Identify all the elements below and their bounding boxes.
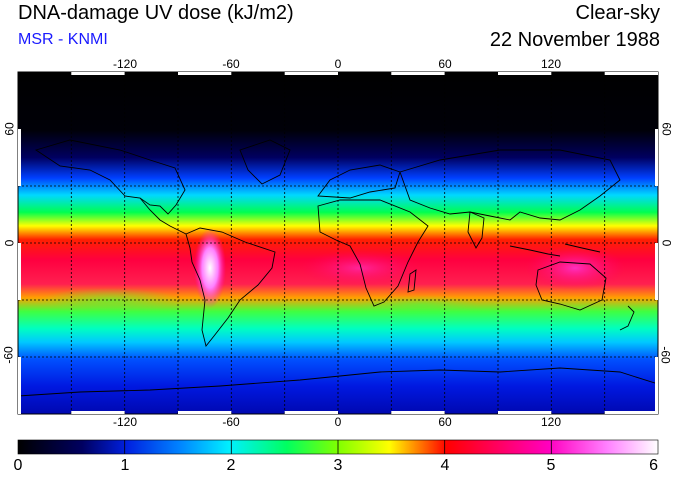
lon-label-top: -120 [112,57,138,71]
lon-label-top: -60 [222,57,240,71]
andes-peak-region [194,228,226,308]
coastlines [18,139,658,397]
lon-label-bottom: 120 [540,415,562,429]
lat-label-right: -60 [658,346,673,364]
map-title: DNA-damage UV dose (kJ/m2) [18,2,294,24]
graticule [18,72,658,414]
map-frame [17,71,659,415]
lat-label-left: 60 [2,122,17,136]
sky-condition: Clear-sky [575,2,660,24]
colorbar-label: 3 [333,457,343,474]
source-label: MSR - KNMI [18,31,108,48]
lat-label-right: 60 [659,122,674,136]
colorbar-label: 4 [440,457,450,474]
lat-label-left: -60 [1,346,16,364]
colorbar-label: 5 [546,457,556,474]
lon-label-top: 0 [334,57,342,71]
lon-label-bottom: 0 [334,415,342,429]
lon-label-top: 60 [438,57,452,71]
lon-label-top: 120 [540,57,562,71]
colorbar-label: 6 [649,457,658,474]
colorbar-ticks [124,440,552,454]
colorbar-label: 1 [120,457,130,474]
colorbar-label: 2 [226,457,236,474]
lon-label-bottom: 60 [438,415,452,429]
australia-high-region [525,246,625,290]
lat-label-left: 0 [2,239,17,247]
lon-label-bottom: -120 [112,415,138,429]
lat-label-right: 0 [659,239,674,247]
colorbar-label: 0 [13,457,23,474]
lon-label-bottom: -60 [222,415,240,429]
map-date: 22 November 1988 [489,29,660,51]
